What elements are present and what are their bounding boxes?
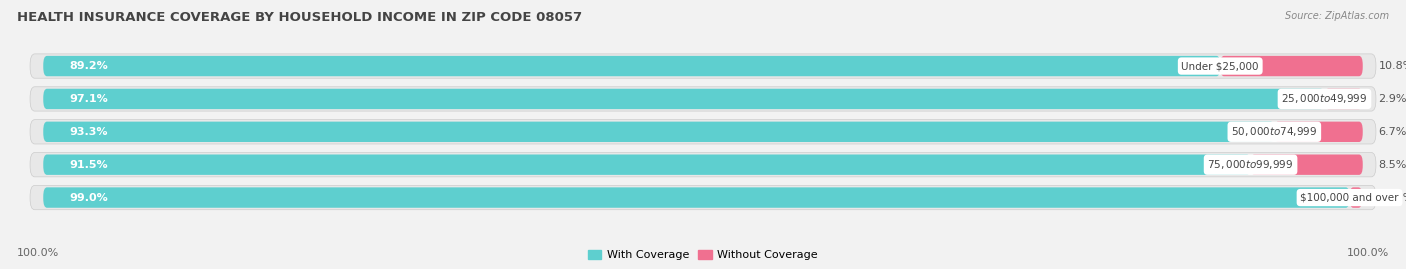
Text: 93.3%: 93.3%	[70, 127, 108, 137]
FancyBboxPatch shape	[30, 120, 1376, 144]
FancyBboxPatch shape	[1250, 154, 1362, 175]
Text: $75,000 to $99,999: $75,000 to $99,999	[1208, 158, 1294, 171]
Text: 100.0%: 100.0%	[17, 248, 59, 258]
Text: HEALTH INSURANCE COVERAGE BY HOUSEHOLD INCOME IN ZIP CODE 08057: HEALTH INSURANCE COVERAGE BY HOUSEHOLD I…	[17, 11, 582, 24]
Text: 99.0%: 99.0%	[70, 193, 108, 203]
Text: 10.8%: 10.8%	[1378, 61, 1406, 71]
FancyBboxPatch shape	[44, 89, 1324, 109]
Text: 8.5%: 8.5%	[1378, 160, 1406, 170]
FancyBboxPatch shape	[44, 56, 1220, 76]
Text: 2.9%: 2.9%	[1378, 94, 1406, 104]
FancyBboxPatch shape	[44, 187, 1350, 208]
FancyBboxPatch shape	[1274, 122, 1362, 142]
Text: $50,000 to $74,999: $50,000 to $74,999	[1232, 125, 1317, 138]
Text: 97.1%: 97.1%	[70, 94, 108, 104]
Text: $25,000 to $49,999: $25,000 to $49,999	[1281, 93, 1368, 105]
FancyBboxPatch shape	[30, 54, 1376, 78]
Text: 6.7%: 6.7%	[1378, 127, 1406, 137]
FancyBboxPatch shape	[30, 185, 1376, 210]
Text: 91.5%: 91.5%	[70, 160, 108, 170]
Text: 89.2%: 89.2%	[70, 61, 108, 71]
FancyBboxPatch shape	[1324, 89, 1362, 109]
FancyBboxPatch shape	[44, 154, 1250, 175]
FancyBboxPatch shape	[1350, 187, 1362, 208]
Text: 0.96%: 0.96%	[1378, 193, 1406, 203]
Text: Source: ZipAtlas.com: Source: ZipAtlas.com	[1285, 11, 1389, 21]
FancyBboxPatch shape	[30, 153, 1376, 177]
FancyBboxPatch shape	[30, 87, 1376, 111]
Text: Under $25,000: Under $25,000	[1181, 61, 1258, 71]
FancyBboxPatch shape	[1220, 56, 1362, 76]
FancyBboxPatch shape	[44, 122, 1274, 142]
Legend: With Coverage, Without Coverage: With Coverage, Without Coverage	[583, 246, 823, 265]
Text: $100,000 and over: $100,000 and over	[1301, 193, 1399, 203]
Text: 100.0%: 100.0%	[1347, 248, 1389, 258]
